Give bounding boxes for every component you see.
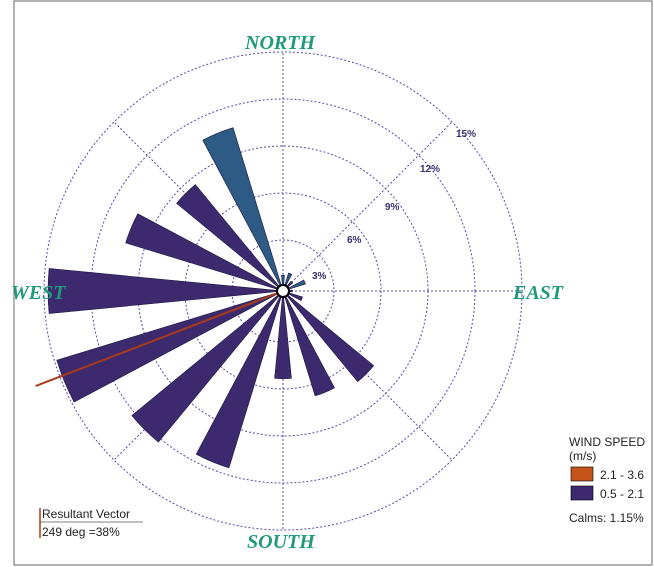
legend: WIND SPEED (m/s) 2.1 - 3.6 0.5 - 2.1 Cal…	[569, 435, 645, 525]
legend-units: (m/s)	[569, 449, 596, 463]
wind-bar-315	[176, 184, 284, 292]
ring-labels: 3% 6% 9% 12% 15%	[312, 129, 476, 282]
wind-bar-225	[131, 290, 284, 443]
wind-bar-0	[281, 275, 285, 292]
resultant-vector-line	[35, 290, 284, 387]
legend-swatch-low	[570, 485, 594, 501]
ring-label-15: 15%	[456, 129, 476, 140]
calm-circle	[276, 284, 290, 298]
wind-bar-337_5	[202, 127, 284, 292]
legend-swatch-high	[570, 466, 594, 482]
direction-south: SOUTH	[247, 531, 316, 553]
ring-label-6: 6%	[347, 235, 362, 246]
wind-bar-135	[282, 290, 375, 383]
ring-label-12: 12%	[420, 164, 440, 175]
legend-title: WIND SPEED	[569, 435, 645, 449]
direction-west: WEST	[11, 282, 66, 304]
wind-bar-157_5	[282, 290, 335, 397]
wind-bar-270	[47, 268, 284, 314]
wind-sector-bars	[47, 127, 375, 469]
wind-bar-180	[274, 290, 292, 380]
grid-ring-15	[43, 51, 523, 531]
direction-east: EAST	[512, 282, 564, 304]
vector-legend-value: 249 deg =38%	[42, 525, 120, 539]
resultant-vector-legend: Resultant Vector 249 deg =38%	[39, 507, 143, 539]
wind-bar-292_5	[125, 213, 284, 292]
ring-label-3: 3%	[312, 271, 327, 282]
wind-bar-247_5	[56, 290, 284, 403]
legend-label-high: 2.1 - 3.6	[600, 468, 644, 482]
ring-label-9: 9%	[385, 202, 400, 213]
vector-legend-title: Resultant Vector	[42, 507, 130, 521]
wind-bar-202_5	[195, 290, 284, 469]
grid-ring-3	[231, 239, 335, 343]
legend-label-low: 0.5 - 2.1	[600, 487, 644, 501]
calms-label: Calms: 1.15%	[569, 511, 644, 525]
direction-north: NORTH	[244, 32, 316, 54]
